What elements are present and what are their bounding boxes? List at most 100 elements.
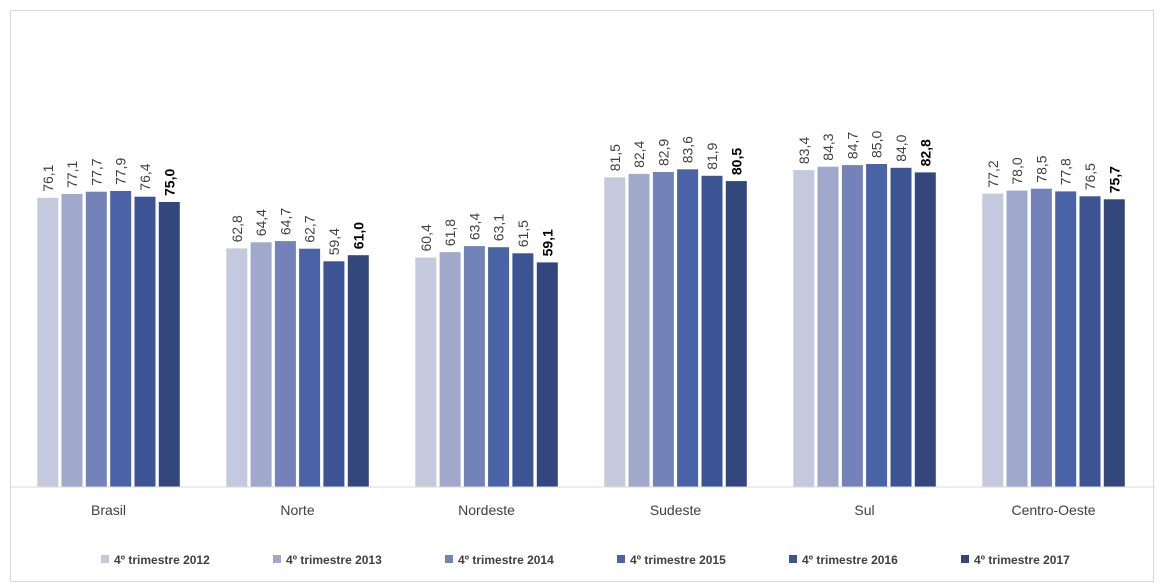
legend-label: 4º trimestre 2017 (974, 553, 1070, 567)
value-label-norte-4-trimestre-2012: 62,8 (229, 215, 245, 242)
bar-nordeste-4-trimestre-2016 (512, 253, 534, 487)
legend-swatch (789, 555, 797, 563)
value-label-brasil-4-trimestre-2015: 77,9 (113, 158, 129, 185)
bar-sudeste-4-trimestre-2014 (652, 172, 674, 487)
bar-sudeste-4-trimestre-2012 (604, 177, 626, 488)
bar-brasil-4-trimestre-2017 (158, 202, 180, 487)
bar-norte-4-trimestre-2013 (250, 242, 272, 487)
bar-sudeste-4-trimestre-2015 (677, 169, 699, 488)
bar-brasil-4-trimestre-2013 (61, 194, 83, 487)
value-label-sul-4-trimestre-2016: 84,0 (893, 134, 909, 161)
value-label-brasil-4-trimestre-2012: 76,1 (40, 164, 56, 191)
legend-label: 4º trimestre 2016 (802, 553, 898, 567)
value-label-centro-oeste-4-trimestre-2016: 76,5 (1082, 163, 1098, 190)
category-label-nordeste: Nordeste (458, 502, 515, 518)
value-label-sul-4-trimestre-2015: 85,0 (869, 131, 885, 158)
value-labels-layer: 76,1 77,1 77,7 77,9 76,4 75,0 62,8 64,4 64,7 62,7… (40, 131, 1123, 257)
value-label-nordeste-4-trimestre-2016: 61,5 (515, 220, 531, 247)
bar-nordeste-4-trimestre-2017 (536, 262, 558, 487)
bar-norte-4-trimestre-2012 (226, 248, 248, 487)
chart-frame: 76,1 77,1 77,7 77,9 76,4 75,0 62,8 64,4 64,7 62,7… (10, 10, 1155, 582)
value-label-sul-4-trimestre-2017: 82,8 (917, 139, 933, 166)
legend-label: 4º trimestre 2014 (458, 553, 554, 567)
value-label-sudeste-4-trimestre-2013: 82,4 (631, 140, 647, 167)
bar-sudeste-4-trimestre-2013 (628, 173, 650, 487)
legend-item-4-trimestre-2012[interactable]: 4º trimestre 2012 (101, 553, 210, 567)
legend-item-4-trimestre-2014[interactable]: 4º trimestre 2014 (445, 553, 554, 567)
value-label-norte-4-trimestre-2017: 61,0 (350, 222, 366, 249)
bar-nordeste-4-trimestre-2013 (439, 252, 461, 487)
value-label-nordeste-4-trimestre-2012: 60,4 (418, 224, 434, 251)
value-label-norte-4-trimestre-2016: 59,4 (326, 228, 342, 255)
bar-nordeste-4-trimestre-2014 (463, 246, 485, 487)
bar-chart: 76,1 77,1 77,7 77,9 76,4 75,0 62,8 64,4 64,7 62,7… (11, 131, 1155, 567)
value-label-sul-4-trimestre-2014: 84,7 (844, 132, 860, 159)
legend[interactable]: 4º trimestre 2012 4º trimestre 2013 4º tri… (101, 553, 1070, 567)
bar-centro-oeste-4-trimestre-2014 (1030, 188, 1052, 487)
legend-item-4-trimestre-2015[interactable]: 4º trimestre 2015 (617, 553, 726, 567)
value-label-sudeste-4-trimestre-2012: 81,5 (607, 144, 623, 171)
bar-sul-4-trimestre-2013 (817, 166, 839, 487)
bar-centro-oeste-4-trimestre-2016 (1079, 196, 1101, 488)
legend-swatch (617, 555, 625, 563)
category-labels-layer: Brasil Norte Nordeste Sudeste Sul Centro-Oest… (91, 502, 1096, 518)
legend-swatch (961, 555, 969, 563)
bar-brasil-4-trimestre-2015 (110, 191, 132, 487)
legend-swatch (101, 555, 109, 563)
legend-swatch (445, 555, 453, 563)
value-label-norte-4-trimestre-2014: 64,7 (277, 208, 293, 235)
bar-sul-4-trimestre-2014 (841, 165, 863, 487)
bar-brasil-4-trimestre-2012 (37, 197, 59, 488)
value-label-nordeste-4-trimestre-2015: 63,1 (491, 214, 507, 241)
value-label-sudeste-4-trimestre-2014: 82,9 (655, 139, 671, 166)
value-label-brasil-4-trimestre-2014: 77,7 (88, 158, 104, 185)
category-label-norte: Norte (280, 502, 314, 518)
legend-item-4-trimestre-2013[interactable]: 4º trimestre 2013 (273, 553, 382, 567)
value-label-centro-oeste-4-trimestre-2012: 77,2 (985, 160, 1001, 187)
bar-sudeste-4-trimestre-2016 (701, 175, 723, 488)
bar-norte-4-trimestre-2017 (347, 255, 369, 487)
legend-item-4-trimestre-2016[interactable]: 4º trimestre 2016 (789, 553, 898, 567)
bar-sudeste-4-trimestre-2017 (725, 181, 747, 487)
bar-sul-4-trimestre-2016 (890, 167, 912, 488)
value-label-nordeste-4-trimestre-2017: 59,1 (539, 229, 555, 256)
value-label-nordeste-4-trimestre-2014: 63,4 (466, 213, 482, 240)
bar-norte-4-trimestre-2016 (323, 261, 345, 487)
value-label-centro-oeste-4-trimestre-2015: 77,8 (1058, 158, 1074, 185)
value-label-brasil-4-trimestre-2016: 76,4 (137, 163, 153, 190)
value-label-norte-4-trimestre-2013: 64,4 (253, 209, 269, 236)
bar-nordeste-4-trimestre-2012 (415, 257, 437, 487)
value-label-centro-oeste-4-trimestre-2017: 75,7 (1106, 166, 1122, 193)
value-label-sudeste-4-trimestre-2016: 81,9 (704, 142, 720, 169)
bar-sul-4-trimestre-2012 (793, 170, 815, 487)
bar-centro-oeste-4-trimestre-2017 (1103, 199, 1125, 488)
value-label-sudeste-4-trimestre-2015: 83,6 (680, 136, 696, 163)
bar-centro-oeste-4-trimestre-2012 (982, 193, 1004, 487)
bar-sul-4-trimestre-2017 (914, 172, 936, 487)
legend-label: 4º trimestre 2013 (286, 553, 382, 567)
value-label-sul-4-trimestre-2013: 84,3 (820, 133, 836, 160)
value-label-sul-4-trimestre-2012: 83,4 (796, 137, 812, 164)
value-label-centro-oeste-4-trimestre-2014: 78,5 (1033, 155, 1049, 182)
bar-centro-oeste-4-trimestre-2013 (1006, 190, 1028, 487)
value-label-brasil-4-trimestre-2017: 75,0 (161, 169, 177, 196)
category-label-brasil: Brasil (91, 502, 126, 518)
legend-label: 4º trimestre 2015 (630, 553, 726, 567)
category-label-sul: Sul (854, 502, 874, 518)
legend-label: 4º trimestre 2012 (114, 553, 210, 567)
bar-norte-4-trimestre-2015 (299, 248, 321, 487)
legend-swatch (273, 555, 281, 563)
bar-norte-4-trimestre-2014 (274, 241, 296, 487)
bar-nordeste-4-trimestre-2015 (488, 247, 510, 487)
value-label-nordeste-4-trimestre-2013: 61,8 (442, 219, 458, 246)
bars-layer (37, 164, 1125, 488)
value-label-sudeste-4-trimestre-2017: 80,5 (728, 148, 744, 175)
bar-brasil-4-trimestre-2016 (134, 196, 156, 487)
value-label-norte-4-trimestre-2015: 62,7 (302, 215, 318, 242)
bar-centro-oeste-4-trimestre-2015 (1055, 191, 1077, 487)
value-label-centro-oeste-4-trimestre-2013: 78,0 (1009, 157, 1025, 184)
category-label-sudeste: Sudeste (650, 502, 702, 518)
value-label-brasil-4-trimestre-2013: 77,1 (64, 161, 80, 188)
category-label-centro-oeste: Centro-Oeste (1011, 502, 1095, 518)
legend-item-4-trimestre-2017[interactable]: 4º trimestre 2017 (961, 553, 1070, 567)
